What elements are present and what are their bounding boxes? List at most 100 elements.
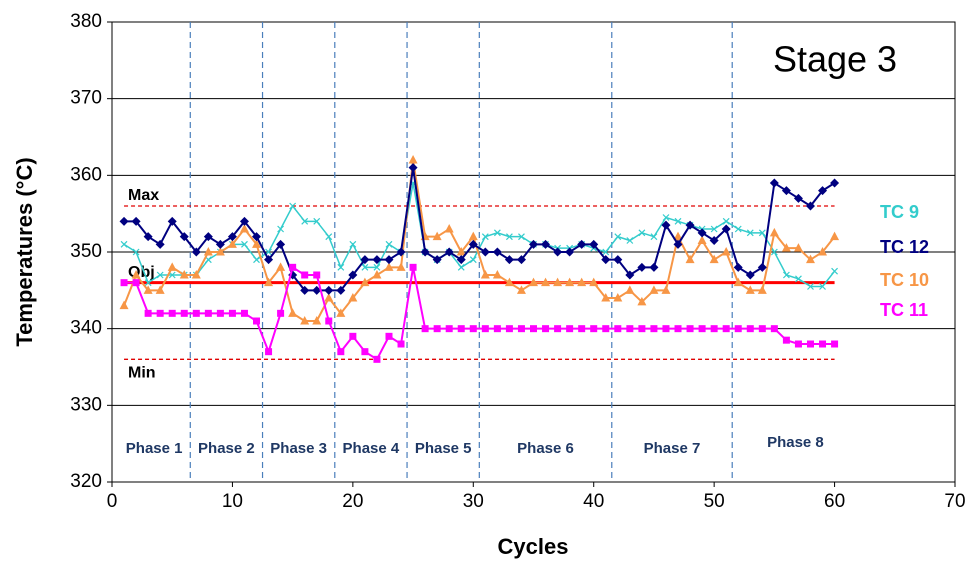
data-point (433, 325, 441, 333)
x-tick-label: 0 (107, 491, 118, 512)
data-point (637, 262, 647, 272)
legend-label: TC 9 (880, 202, 919, 222)
x-tick-label: 40 (583, 491, 604, 512)
data-point (432, 231, 442, 241)
data-point (529, 239, 538, 249)
data-point (578, 325, 586, 333)
data-point (661, 285, 671, 294)
data-point (179, 232, 189, 242)
data-point (516, 285, 526, 294)
data-point (697, 228, 707, 238)
data-point (492, 270, 502, 279)
plot-border (111, 21, 956, 483)
data-point (480, 270, 490, 279)
data-point (469, 325, 477, 333)
y-tick-label: 380 (70, 11, 102, 32)
data-point (119, 300, 129, 310)
data-point (228, 309, 236, 317)
data-point (337, 263, 345, 271)
data-point (445, 325, 453, 333)
data-point (662, 214, 670, 221)
data-point (384, 262, 394, 271)
x-tick-label: 60 (824, 491, 845, 512)
data-point (516, 255, 526, 265)
x-tick-label: 30 (463, 491, 484, 512)
data-point (456, 255, 466, 265)
data-point (697, 235, 707, 244)
phase-label: Phase 5 (415, 440, 472, 457)
data-point (239, 216, 249, 226)
data-point (192, 309, 200, 317)
data-point (590, 325, 598, 333)
data-point (505, 233, 513, 241)
y-tick-label: 360 (70, 164, 102, 185)
data-point (204, 309, 212, 317)
phase-label: Phase 2 (198, 440, 255, 457)
data-point (805, 254, 815, 264)
data-point (769, 227, 779, 237)
data-point (481, 325, 489, 333)
data-point (444, 224, 454, 233)
data-point (337, 348, 345, 356)
data-point (168, 309, 176, 317)
data-point (457, 263, 465, 271)
data-point (589, 239, 599, 249)
data-point (313, 217, 321, 225)
data-point (179, 270, 189, 279)
data-point (601, 255, 611, 265)
data-point (709, 236, 719, 245)
data-point (120, 279, 128, 287)
data-point (155, 239, 165, 249)
data-point (565, 277, 575, 287)
y-tick-label: 370 (70, 88, 102, 109)
data-point (480, 247, 490, 257)
data-point (120, 240, 128, 248)
data-point (481, 233, 489, 241)
phase-label: Phase 7 (644, 440, 701, 457)
legend-label: TC 11 (880, 300, 928, 320)
data-point (709, 254, 719, 264)
data-point (180, 309, 188, 317)
data-point (542, 325, 550, 333)
data-point (614, 233, 622, 241)
data-point (336, 308, 346, 317)
data-point (710, 225, 718, 233)
data-point (770, 248, 778, 256)
data-point (468, 239, 478, 249)
data-point (795, 275, 802, 283)
data-point (517, 325, 525, 333)
data-point (264, 277, 274, 287)
data-point (300, 285, 310, 295)
data-point (203, 232, 213, 242)
phase-label: Phase 3 (270, 440, 327, 457)
y-tick-label: 320 (70, 471, 102, 492)
data-point (577, 277, 587, 287)
data-point (674, 325, 682, 333)
data-point (215, 247, 225, 256)
data-point (361, 348, 369, 356)
data-point (432, 255, 442, 265)
data-point (360, 255, 370, 265)
data-point (227, 239, 237, 248)
data-point (530, 325, 537, 333)
data-point (253, 256, 260, 264)
data-point (673, 239, 683, 249)
data-point (373, 355, 381, 363)
data-point (830, 178, 840, 188)
data-point (782, 336, 790, 344)
x-tick-label: 50 (704, 491, 725, 512)
data-point (661, 220, 671, 230)
data-point (819, 340, 827, 348)
data-point (638, 325, 646, 333)
x-tick-label: 10 (222, 491, 243, 512)
data-point (361, 263, 369, 271)
data-point (613, 293, 623, 302)
data-point (721, 224, 731, 234)
data-point (384, 255, 394, 265)
data-point (277, 225, 285, 233)
phase-label: Phase 1 (126, 440, 183, 457)
data-point (312, 285, 322, 295)
data-point (289, 202, 297, 210)
data-point (132, 279, 140, 287)
